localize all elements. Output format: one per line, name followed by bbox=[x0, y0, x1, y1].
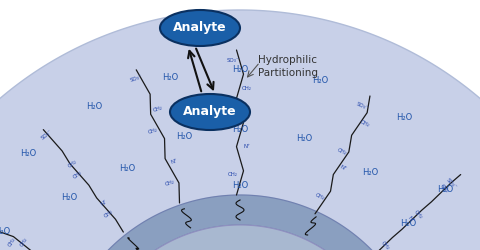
Text: CH₂: CH₂ bbox=[359, 119, 370, 128]
Text: CH₂: CH₂ bbox=[147, 127, 158, 134]
Polygon shape bbox=[95, 225, 385, 250]
Text: CH₂: CH₂ bbox=[228, 115, 238, 120]
Text: H₂O: H₂O bbox=[396, 112, 412, 122]
Text: Analyte: Analyte bbox=[173, 22, 227, 35]
Text: H₂O: H₂O bbox=[61, 193, 78, 202]
Text: H₂O: H₂O bbox=[21, 149, 36, 158]
Text: CH₂: CH₂ bbox=[103, 209, 114, 219]
Text: CH₂: CH₂ bbox=[68, 158, 79, 169]
Text: CH₂: CH₂ bbox=[336, 148, 347, 156]
Text: CH₂: CH₂ bbox=[228, 172, 238, 178]
Text: H₂O: H₂O bbox=[312, 76, 328, 85]
Text: Hydrophilic
Partitioning: Hydrophilic Partitioning bbox=[258, 55, 318, 78]
Text: N⁺: N⁺ bbox=[407, 216, 415, 224]
Text: N⁺: N⁺ bbox=[339, 165, 348, 172]
Text: CH₂: CH₂ bbox=[380, 240, 390, 250]
Text: SO₃⁻: SO₃⁻ bbox=[227, 58, 240, 62]
Text: H₂O: H₂O bbox=[437, 184, 453, 194]
Text: H₂O: H₂O bbox=[162, 74, 179, 82]
Text: N⁺: N⁺ bbox=[100, 199, 108, 207]
Text: H₂O: H₂O bbox=[400, 219, 416, 228]
Text: Analyte: Analyte bbox=[183, 106, 237, 118]
Text: H₂O: H₂O bbox=[119, 164, 135, 172]
Text: CH₂: CH₂ bbox=[315, 193, 326, 202]
Text: SO₃⁻: SO₃⁻ bbox=[129, 74, 143, 82]
Text: CH₂: CH₂ bbox=[439, 184, 449, 194]
Text: CH₂: CH₂ bbox=[165, 179, 176, 187]
Text: N⁺: N⁺ bbox=[171, 158, 179, 164]
Text: CH₂: CH₂ bbox=[152, 105, 163, 113]
Text: CH₂: CH₂ bbox=[413, 209, 423, 220]
Text: H₂O: H₂O bbox=[232, 126, 248, 134]
Ellipse shape bbox=[160, 10, 240, 46]
Text: CH₂: CH₂ bbox=[242, 86, 252, 91]
Text: CH₂: CH₂ bbox=[72, 170, 83, 180]
Text: H₂O: H₂O bbox=[176, 132, 192, 141]
Text: H₂O: H₂O bbox=[232, 180, 248, 190]
Text: H₂O: H₂O bbox=[362, 168, 378, 177]
Text: H₂O: H₂O bbox=[0, 227, 11, 236]
Text: SO₃⁻: SO₃⁻ bbox=[40, 130, 53, 141]
Ellipse shape bbox=[170, 94, 250, 130]
Polygon shape bbox=[66, 195, 414, 250]
Text: N⁺: N⁺ bbox=[243, 144, 251, 149]
Text: CH₂: CH₂ bbox=[8, 236, 17, 247]
Text: H₂O: H₂O bbox=[86, 102, 103, 111]
Text: SO₃⁻: SO₃⁻ bbox=[356, 102, 370, 112]
Polygon shape bbox=[0, 10, 480, 250]
Text: H₂O: H₂O bbox=[297, 134, 313, 143]
Text: CH₂: CH₂ bbox=[20, 236, 29, 247]
Text: SO₃⁻: SO₃⁻ bbox=[445, 178, 457, 190]
Text: H₂O: H₂O bbox=[232, 66, 248, 74]
